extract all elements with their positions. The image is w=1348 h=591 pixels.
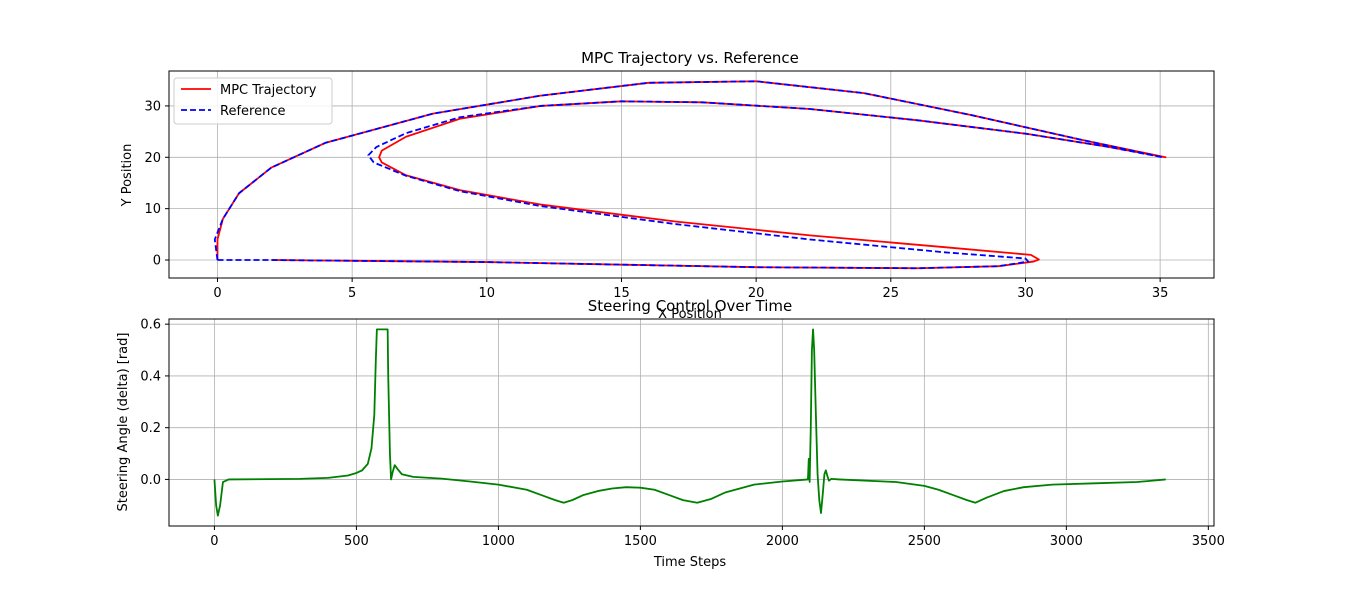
- trajectory-legend: MPC Trajectory Reference: [173, 77, 333, 125]
- x-tick-label: 10: [479, 286, 496, 301]
- y-tick-label: 0.0: [140, 473, 161, 488]
- x-tick-label: 35: [1152, 286, 1169, 301]
- trajectory-chart-title: MPC Trajectory vs. Reference: [581, 49, 799, 67]
- steering-chart: 0 500 1000 1500 2000 2500 3000 3500 0.0 0.2 0.4 0.6…: [116, 297, 1225, 570]
- y-tick-label: 10: [144, 202, 161, 217]
- steering-y-axis-label: Steering Angle (delta) [rad]: [116, 333, 131, 512]
- legend-reference-label: Reference: [220, 104, 285, 119]
- trajectory-x-axis-label: X Position: [658, 307, 722, 322]
- trajectory-y-axis-label: Y Position: [120, 144, 135, 208]
- y-tick-label: 20: [144, 151, 161, 166]
- x-tick-label: 1000: [482, 534, 515, 549]
- x-tick-label: 500: [344, 534, 369, 549]
- x-tick-label: 5: [348, 286, 356, 301]
- x-tick-label: 0: [213, 286, 221, 301]
- y-tick-label: 0.6: [140, 318, 161, 333]
- x-tick-label: 25: [883, 286, 900, 301]
- y-tick-label: 0.2: [140, 421, 161, 436]
- reference-series-line: [213, 80, 1164, 270]
- mpc-trajectory-series-line: [216, 80, 1167, 270]
- x-tick-label: 3000: [1050, 534, 1083, 549]
- steering-x-axis-label: Time Steps: [653, 555, 727, 570]
- x-tick-label: 15: [613, 286, 630, 301]
- y-tick-label: 30: [144, 99, 161, 114]
- x-tick-label: 2000: [766, 534, 799, 549]
- trajectory-plot-frame: [168, 70, 1215, 279]
- steering-angle-series-line: [213, 328, 1166, 517]
- steering-plot-frame: [168, 318, 1215, 527]
- x-tick-label: 30: [1017, 286, 1034, 301]
- y-tick-label: 0: [153, 254, 161, 269]
- x-tick-label: 3500: [1192, 534, 1225, 549]
- x-tick-label: 1500: [624, 534, 657, 549]
- legend-mpc-trajectory-label: MPC Trajectory: [220, 83, 317, 98]
- y-tick-label: 0.4: [140, 369, 161, 384]
- steering-chart-title: Steering Control Over Time: [588, 297, 793, 315]
- trajectory-chart: 0 5 10 15 20 25 30 35 0 10 20 30 MPC Trajectory vs.…: [120, 49, 1215, 322]
- x-tick-label: 20: [748, 286, 765, 301]
- x-tick-label: 2500: [908, 534, 941, 549]
- x-tick-label: 0: [210, 534, 218, 549]
